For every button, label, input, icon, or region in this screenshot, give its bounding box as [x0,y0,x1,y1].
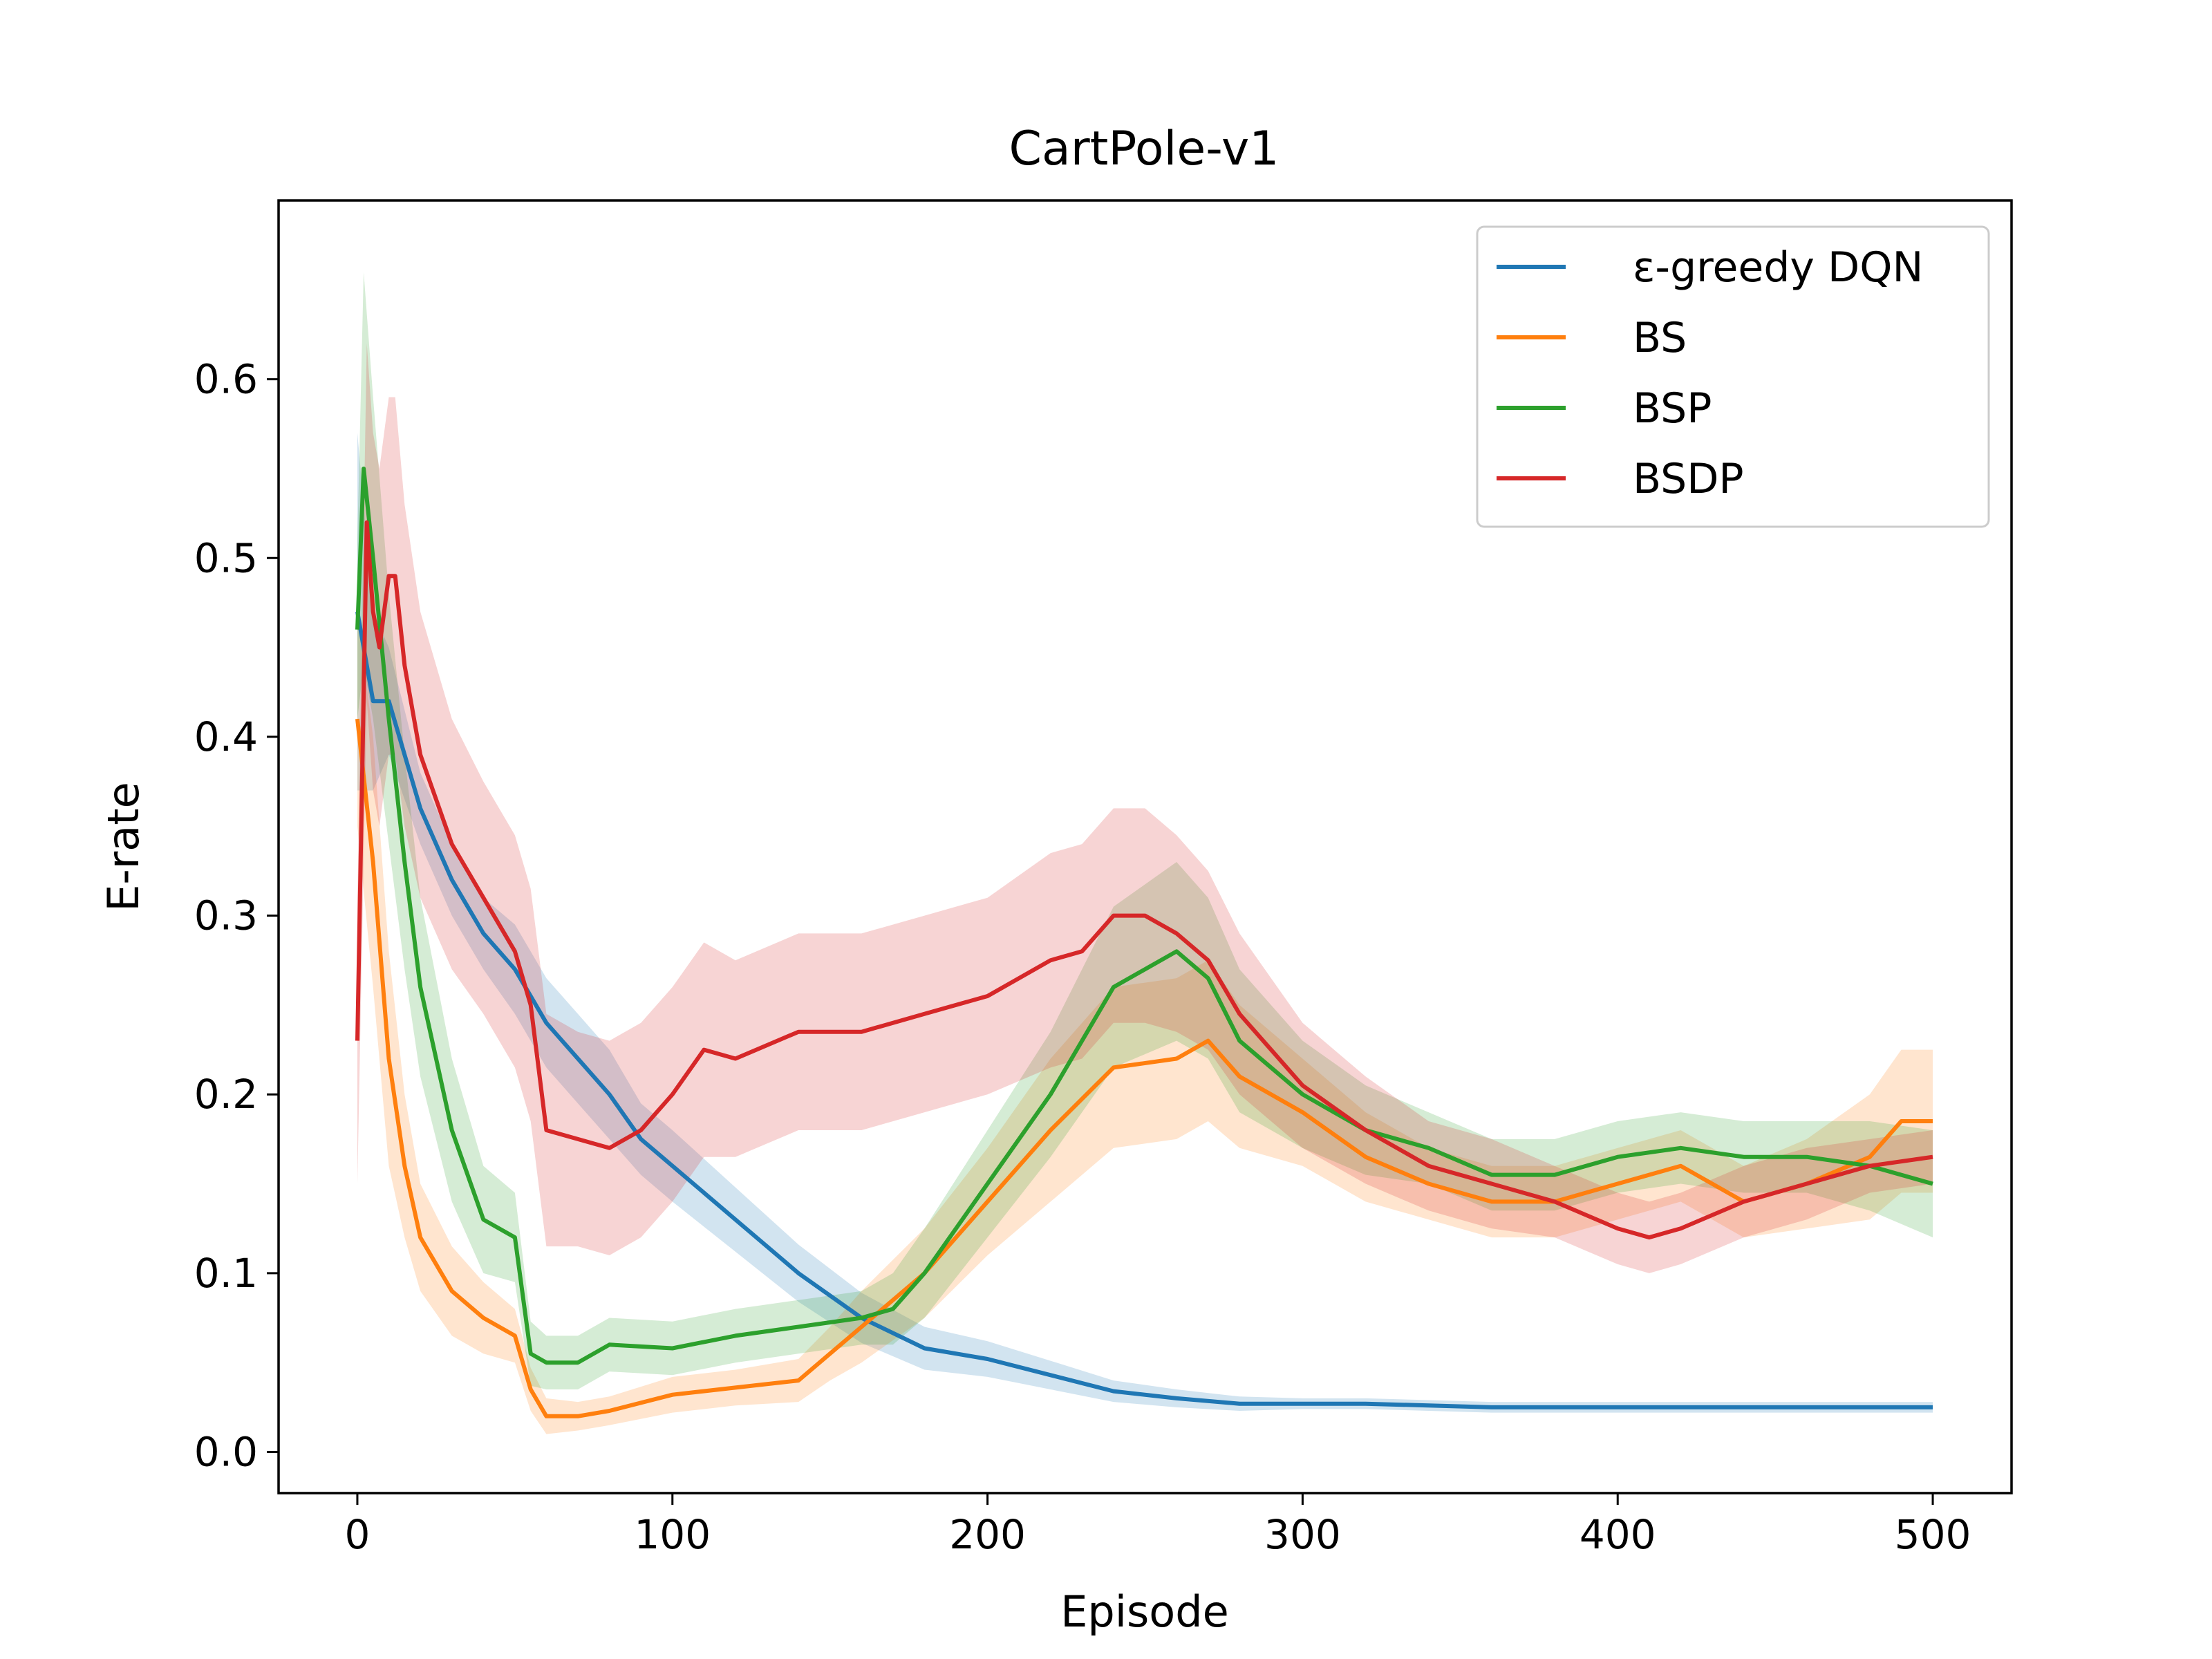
x-tick-label: 500 [1895,1511,1971,1558]
legend-label-1: BS [1633,314,1687,362]
plot-frame [277,199,2013,1494]
series-band-1 [357,611,1933,1434]
legend-label-3: BSDP [1633,455,1744,503]
series-line-2 [355,467,1933,1365]
legend-box [1476,225,1990,528]
series-lines [355,467,1933,1418]
x-tick-label: 400 [1580,1511,1656,1558]
y-tick-label: 0.6 [194,356,258,403]
x-tick-label: 200 [949,1511,1026,1558]
x-tick-label: 0 [345,1511,371,1558]
chart-title: CartPole-v1 [1009,122,1280,176]
y-tick-label: 0.4 [194,713,258,760]
y-tick-label: 0.1 [194,1250,258,1297]
legend-label-0: ε-greedy DQN [1633,243,1923,292]
series-line-0 [355,611,1933,1409]
x-tick-label: 100 [634,1511,711,1558]
x-axis-ticks: 0 100 200 300 400 500 [345,1493,1971,1558]
y-tick-label: 0.5 [194,534,258,581]
x-axis-label: Episode [1060,1586,1229,1637]
legend-label-2: BSP [1633,384,1712,433]
y-axis-label: E-rate [98,782,149,911]
y-tick-label: 0.3 [194,892,258,939]
series-line-3 [355,520,1933,1240]
series-line-1 [355,718,1933,1418]
legend: ε-greedy DQN BS BSP BSDP [1476,225,1990,528]
x-tick-label: 300 [1264,1511,1341,1558]
y-axis-ticks: 0.0 0.1 0.2 0.3 0.4 0.5 0.6 [194,356,279,1476]
series-band-3 [357,343,1933,1273]
y-tick-label: 0.0 [194,1429,258,1476]
y-tick-label: 0.2 [194,1071,258,1118]
confidence-bands [357,272,1933,1434]
series-band-2 [357,272,1933,1389]
